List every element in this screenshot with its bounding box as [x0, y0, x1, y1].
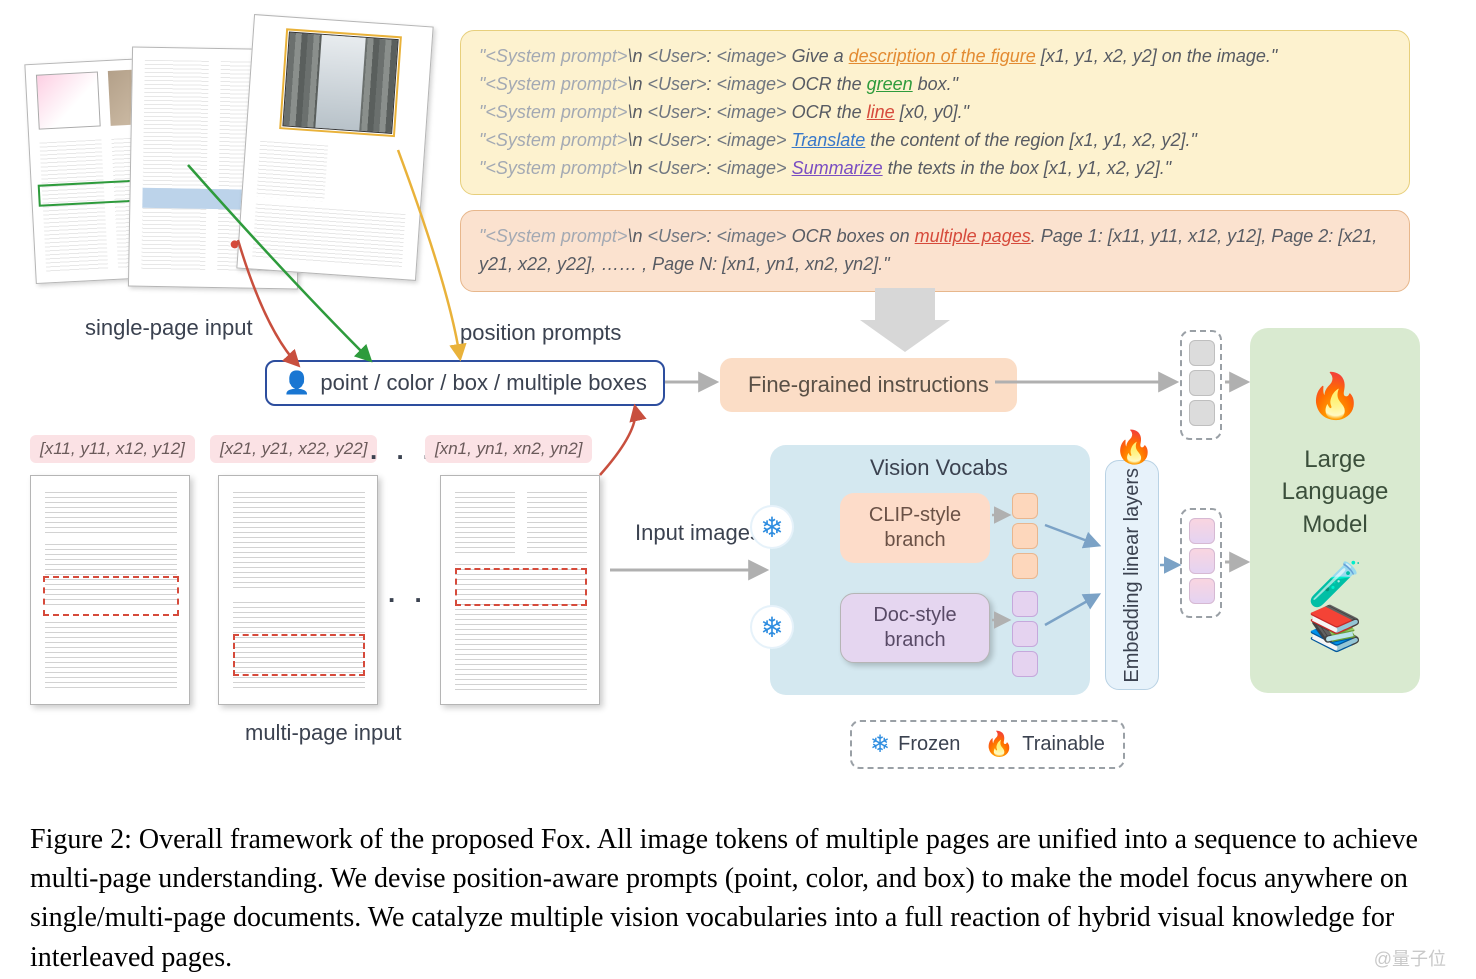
- snowflake-icon: ❄: [870, 730, 890, 759]
- llm-panel: 🔥 Large Language Model 🧪📚: [1250, 328, 1420, 693]
- position-types-box: 👤 point / color / box / multiple boxes: [265, 360, 665, 406]
- llm-books-icon: 🧪📚: [1308, 563, 1363, 651]
- embedding-text: Embedding linear layers: [1121, 468, 1144, 683]
- coord-tag-1: [x11, y11, x12, y12]: [30, 435, 195, 463]
- legend-trainable: 🔥 Trainable: [984, 730, 1105, 759]
- multi-page-label: multi-page input: [245, 720, 402, 746]
- position-prompts-label: position prompts: [460, 320, 621, 346]
- prompt-line: "<System prompt>\n <User>: <image> OCR t…: [479, 71, 1391, 99]
- doc-page-n: [440, 475, 600, 705]
- watermark: @量子位: [1374, 945, 1446, 971]
- prompt-line: "<System prompt>\n <User>: <image> OCR t…: [479, 99, 1391, 127]
- prompt-line: "<System prompt>\n <User>: <image> Trans…: [479, 127, 1391, 155]
- clip-tokens: [1012, 493, 1038, 579]
- embedding-box: Embedding linear layers: [1105, 460, 1159, 690]
- llm-flame-icon: 🔥: [1308, 370, 1363, 422]
- paper-front: [236, 14, 433, 281]
- coord-tag-n: [xn1, yn1, xn2, yn2]: [425, 435, 592, 463]
- embedding-flame-icon: 🔥: [1114, 428, 1154, 466]
- prompt-box-single: "<System prompt>\n <User>: <image> Give …: [460, 30, 1410, 195]
- clip-branch-box: CLIP-style branch: [840, 493, 990, 563]
- diagram-area: single-page input "<System prompt>\n <Us…: [30, 30, 1446, 790]
- snowflake-clip: ❄: [752, 507, 792, 547]
- prompt-box-multi: "<System prompt>\n <User>: <image> OCR b…: [460, 210, 1410, 292]
- doc-branch-box: Doc-style branch: [840, 593, 990, 663]
- input-images-label: Input images: [635, 520, 761, 546]
- doc-page-2: [218, 475, 378, 705]
- coord-tag-2: [x21, y21, x22, y22]: [210, 435, 377, 463]
- legend-box: ❄ Frozen 🔥 Trainable: [850, 720, 1125, 769]
- snowflake-doc: ❄: [752, 607, 792, 647]
- pink-token-stack: [1180, 508, 1222, 618]
- legend-frozen: ❄ Frozen: [870, 730, 960, 759]
- llm-text: Large Language Model: [1260, 444, 1410, 541]
- doc-page-1: [30, 475, 190, 705]
- single-page-label: single-page input: [85, 315, 253, 341]
- prompt-line: "<System prompt>\n <User>: <image> Summa…: [479, 155, 1391, 183]
- gray-token-stack: [1180, 330, 1222, 440]
- fine-grained-box: Fine-grained instructions: [720, 358, 1017, 412]
- position-types-text: point / color / box / multiple boxes: [320, 370, 647, 396]
- vision-vocabs-panel: Vision Vocabs CLIP-style branch Doc-styl…: [770, 445, 1090, 695]
- person-icon: 👤: [283, 370, 310, 396]
- doc-tokens: [1012, 591, 1038, 677]
- prompt-line: "<System prompt>\n <User>: <image> Give …: [479, 43, 1391, 71]
- flame-icon: 🔥: [984, 730, 1014, 759]
- vision-vocabs-title: Vision Vocabs: [870, 455, 1008, 481]
- doc-branch-text: Doc-style branch: [851, 603, 979, 653]
- clip-branch-text: CLIP-style branch: [850, 503, 980, 553]
- figure-caption: Figure 2: Overall framework of the propo…: [30, 820, 1446, 977]
